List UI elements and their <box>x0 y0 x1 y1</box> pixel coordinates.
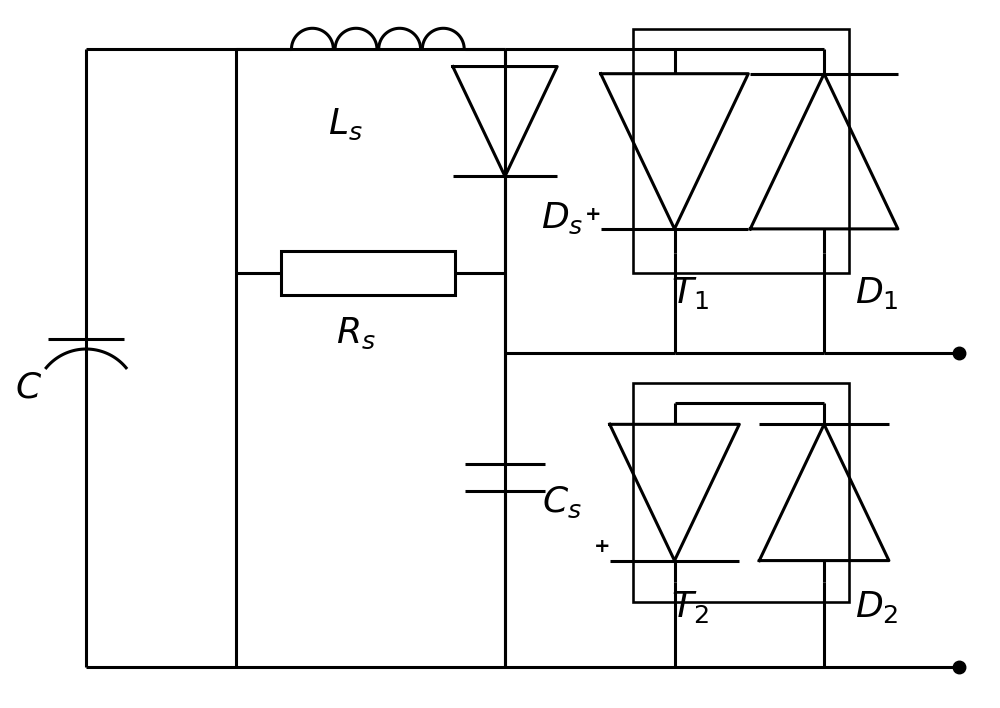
Text: +: + <box>593 537 610 556</box>
Bar <box>281 251 455 295</box>
Text: $R_s$: $R_s$ <box>336 316 375 350</box>
Text: $T_1$: $T_1$ <box>671 275 708 312</box>
Text: $C_s$: $C_s$ <box>542 485 582 520</box>
Text: +: + <box>584 205 601 224</box>
Bar <box>633 29 849 273</box>
Text: $D_2$: $D_2$ <box>855 589 899 625</box>
Text: $D_s$: $D_s$ <box>541 201 583 236</box>
Bar <box>633 383 849 602</box>
Text: $D_1$: $D_1$ <box>855 275 899 312</box>
Text: $L_s$: $L_s$ <box>328 106 363 142</box>
Text: $T_2$: $T_2$ <box>671 589 708 625</box>
Text: $C$: $C$ <box>15 371 42 405</box>
